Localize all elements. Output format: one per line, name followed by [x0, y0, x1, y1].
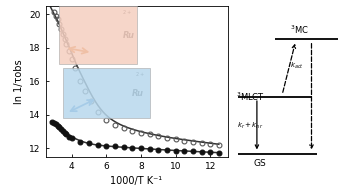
Text: $^{2+}$: $^{2+}$	[122, 9, 132, 15]
Text: $^3$MLCT: $^3$MLCT	[236, 90, 265, 103]
Text: $k_r + k_{nr}$: $k_r + k_{nr}$	[237, 121, 263, 131]
Text: $k_{act}$: $k_{act}$	[290, 60, 304, 71]
Text: GS: GS	[254, 159, 266, 168]
Text: $^3$MC: $^3$MC	[290, 24, 309, 36]
Text: $^{2+}$: $^{2+}$	[134, 71, 144, 77]
Text: Ru: Ru	[131, 88, 144, 98]
Text: Ru: Ru	[123, 31, 135, 40]
Y-axis label: ln 1/τobs: ln 1/τobs	[14, 59, 23, 104]
X-axis label: 1000/T K⁻¹: 1000/T K⁻¹	[111, 176, 162, 186]
